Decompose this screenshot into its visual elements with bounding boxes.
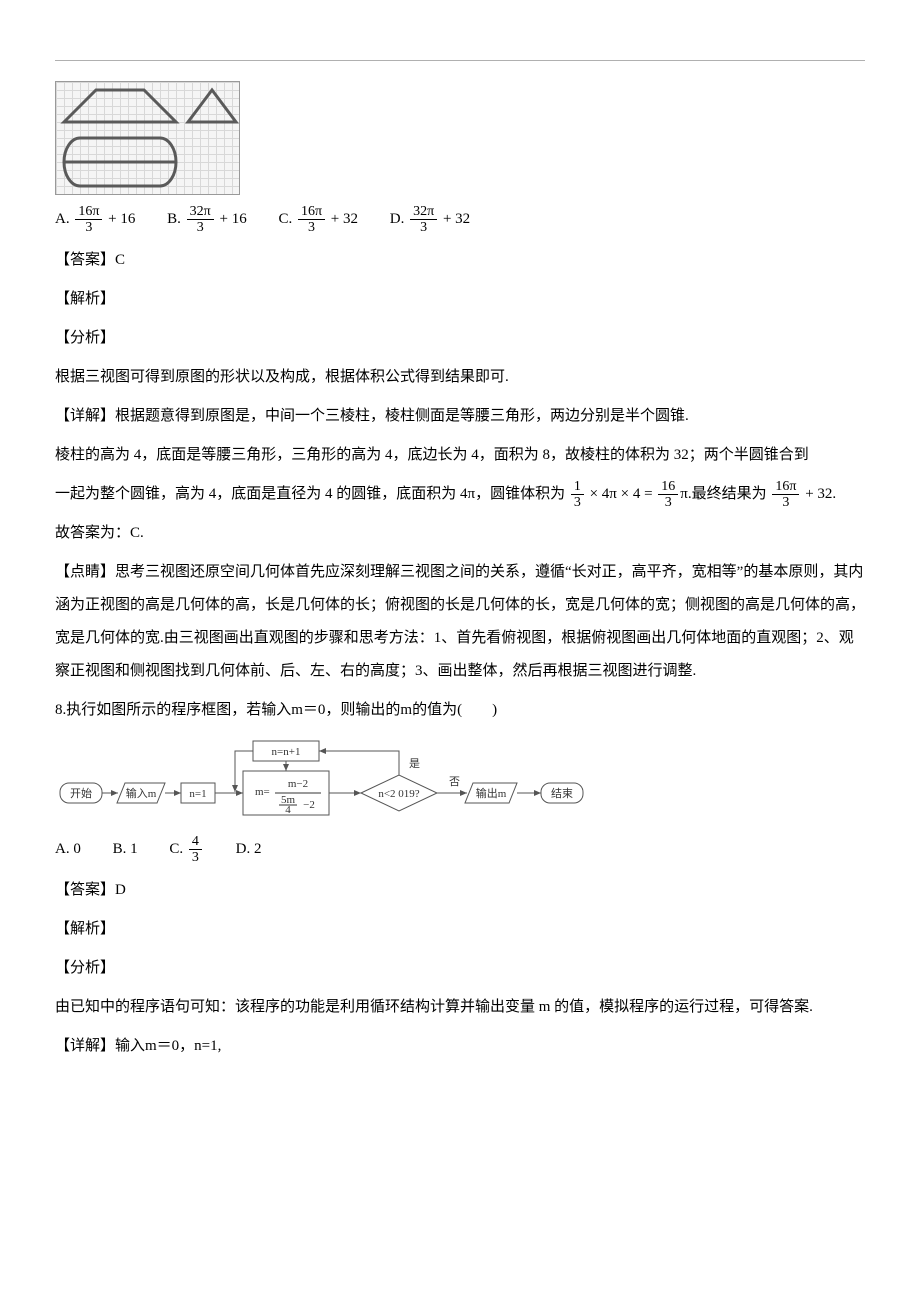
flow-no: 否 xyxy=(449,776,460,788)
flow-start: 开始 xyxy=(70,786,92,800)
q7-options: A. 16π3 + 16 B. 32π3 + 16 C. 16π3 + 32 D… xyxy=(55,203,865,236)
q8-opt-d: D. 2 xyxy=(236,833,262,866)
q7-opt-c: C. 16π3 + 32 xyxy=(278,203,358,236)
q8-opt-b: B. 1 xyxy=(113,833,138,866)
q7-detail-1: 【详解】根据题意得到原图是，中间一个三棱柱，棱柱侧面是等腰三角形，两边分别是半个… xyxy=(55,400,865,433)
q7-dianjing: 【点睛】思考三视图还原空间几何体首先应深刻理解三视图之间的关系，遵循“长对正，高… xyxy=(55,556,865,688)
q7-opt-d: D. 32π3 + 32 xyxy=(390,203,470,236)
text: 一起为整个圆锥，高为 4，底面是直径为 4 的圆锥，底面积为 4π，圆锥体积为 xyxy=(55,486,565,502)
frac-den: 3 xyxy=(187,220,214,235)
q8-fenxi-text: 由已知中的程序语句可知：该程序的功能是利用循环结构计算并输出变量 m 的值，模拟… xyxy=(55,991,865,1024)
frac-num: 32π xyxy=(187,204,214,220)
q8-opt-c: C. 43 xyxy=(169,833,204,866)
text: 思考三视图还原空间几何体首先应深刻理解三视图之间的关系，遵循“长对正，高平齐，宽… xyxy=(55,564,865,679)
text: + 32. xyxy=(801,486,836,502)
text: C. xyxy=(169,841,187,857)
flow-output: 输出m xyxy=(476,786,507,800)
q7-fenxi-text: 根据三视图可得到原图的形状以及构成，根据体积公式得到结果即可. xyxy=(55,361,865,394)
frac-num: 32π xyxy=(410,204,437,220)
frac-den: 3 xyxy=(189,850,202,865)
q8-stem: 8.执行如图所示的程序框图，若输入m＝0，则输出的m的值为( ) xyxy=(55,694,865,727)
q7-detail-2b: 一起为整个圆锥，高为 4，底面是直径为 4 的圆锥，底面积为 4π，圆锥体积为 … xyxy=(55,478,865,511)
q8-jiexi: 【解析】 xyxy=(55,913,865,946)
q8-detail: 【详解】输入m＝0，n=1, xyxy=(55,1030,865,1063)
frac-num: 1 xyxy=(571,479,584,495)
q7-answer-again: 故答案为：C. xyxy=(55,517,865,550)
frac-num: 16π xyxy=(75,204,102,220)
three-views-svg xyxy=(56,82,239,194)
front-view-trapezoid xyxy=(64,90,176,122)
flow-input: 输入m xyxy=(126,786,157,800)
label: 【点睛】 xyxy=(55,564,115,580)
q7-detail-2a: 棱柱的高为 4，底面是等腰三角形，三角形的高为 4，底边长为 4，面积为 8，故… xyxy=(55,439,865,472)
frac-den: 3 xyxy=(410,220,437,235)
flow-den-den: 4 xyxy=(285,804,291,816)
frac-den: 3 xyxy=(772,495,799,510)
frac-den: 3 xyxy=(298,220,325,235)
q8-options: A. 0 B. 1 C. 43 D. 2 xyxy=(55,833,865,866)
flow-den-post: −2 xyxy=(303,799,315,811)
opt-tail: + 32 xyxy=(331,211,358,227)
flow-assign-lhs: m= xyxy=(255,786,270,798)
frac-den: 3 xyxy=(571,495,584,510)
flow-assign-num: m−2 xyxy=(288,778,308,790)
opt-tail: + 32 xyxy=(443,211,470,227)
flow-inc: n=n+1 xyxy=(272,746,301,758)
q7-fenxi-label: 【分析】 xyxy=(55,322,865,355)
text: π xyxy=(680,486,688,502)
flow-end: 结束 xyxy=(551,787,573,800)
text: × 4π × 4 = xyxy=(590,486,657,502)
q7-three-views xyxy=(55,81,240,195)
flow-yes: 是 xyxy=(409,757,420,770)
frac-num: 16π xyxy=(298,204,325,220)
frac-num: 16 xyxy=(658,479,678,495)
flow-init: n=1 xyxy=(189,788,206,800)
opt-tail: + 16 xyxy=(219,211,246,227)
frac-num: 4 xyxy=(189,834,202,850)
flow-cond: n<2 019? xyxy=(378,788,419,800)
frac-num: 16π xyxy=(772,479,799,495)
frac-den: 3 xyxy=(658,495,678,510)
text: .最终结果为 xyxy=(688,486,767,502)
top-rule xyxy=(55,60,865,61)
q8-answer: 【答案】D xyxy=(55,874,865,907)
flowchart-svg: 开始 输入m n=1 m= m−2 5m 4 −2 n=n+1 n<2 019?… xyxy=(55,735,615,825)
q7-jiexi: 【解析】 xyxy=(55,283,865,316)
opt-tail: + 16 xyxy=(108,211,135,227)
q7-opt-b: B. 32π3 + 16 xyxy=(167,203,247,236)
q8-opt-a: A. 0 xyxy=(55,833,81,866)
q8-fenxi-label: 【分析】 xyxy=(55,952,865,985)
q7-opt-a: A. 16π3 + 16 xyxy=(55,203,135,236)
side-view-triangle xyxy=(188,90,236,122)
q7-answer: 【答案】C xyxy=(55,244,865,277)
q8-flowchart: 开始 输入m n=1 m= m−2 5m 4 −2 n=n+1 n<2 019?… xyxy=(55,735,865,825)
frac-den: 3 xyxy=(75,220,102,235)
